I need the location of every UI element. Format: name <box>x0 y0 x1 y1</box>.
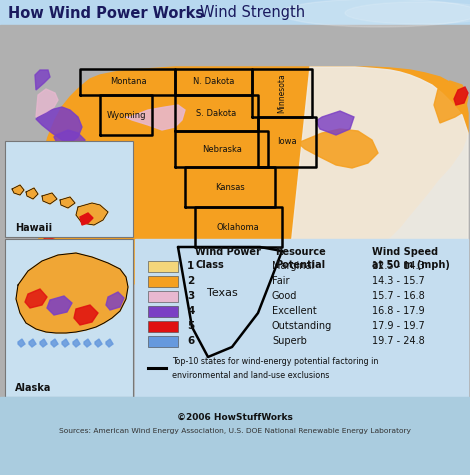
Polygon shape <box>74 305 98 325</box>
Bar <box>0 25 470 400</box>
Text: Good: Good <box>272 291 298 301</box>
Text: Minnesota: Minnesota <box>277 73 287 113</box>
Text: Fair: Fair <box>272 276 290 286</box>
Polygon shape <box>76 203 108 225</box>
Text: Resource
Potential: Resource Potential <box>275 247 326 270</box>
Polygon shape <box>84 339 91 347</box>
Polygon shape <box>68 153 90 171</box>
Text: 6: 6 <box>187 336 194 346</box>
Text: Wind Strength: Wind Strength <box>200 6 305 20</box>
Polygon shape <box>51 339 58 347</box>
Polygon shape <box>38 201 56 218</box>
Bar <box>135 239 468 397</box>
Text: 16.8 - 17.9: 16.8 - 17.9 <box>372 306 424 316</box>
Text: Superb: Superb <box>272 336 307 346</box>
Polygon shape <box>26 188 38 199</box>
Text: 12.5 - 14.3: 12.5 - 14.3 <box>372 261 425 271</box>
Text: ©2006 HowStuffWorks: ©2006 HowStuffWorks <box>177 412 293 421</box>
Polygon shape <box>454 87 468 105</box>
Bar <box>5 141 133 237</box>
Text: N. Dakota: N. Dakota <box>193 77 235 86</box>
Text: Hawaii: Hawaii <box>15 223 52 233</box>
Polygon shape <box>16 253 128 333</box>
Text: 19.7 - 24.8: 19.7 - 24.8 <box>372 336 425 346</box>
Text: 14.3 - 15.7: 14.3 - 15.7 <box>372 276 425 286</box>
Polygon shape <box>125 105 185 130</box>
Polygon shape <box>95 339 102 347</box>
Text: Wyoming: Wyoming <box>106 111 146 120</box>
Text: Montana: Montana <box>110 77 146 86</box>
Polygon shape <box>54 130 85 153</box>
Polygon shape <box>60 197 75 208</box>
Text: Wind Power
Class: Wind Power Class <box>195 247 261 270</box>
Bar <box>148 261 178 272</box>
Bar <box>5 239 133 397</box>
Polygon shape <box>40 339 47 347</box>
Polygon shape <box>94 155 116 173</box>
Polygon shape <box>106 339 113 347</box>
Polygon shape <box>106 292 124 310</box>
Bar <box>148 306 178 317</box>
Bar <box>148 291 178 302</box>
Polygon shape <box>25 289 47 308</box>
Text: 4: 4 <box>187 306 195 316</box>
Polygon shape <box>29 339 36 347</box>
Ellipse shape <box>345 2 470 24</box>
Text: Texas: Texas <box>207 288 237 298</box>
Text: environmental and land-use exclusions: environmental and land-use exclusions <box>172 370 329 380</box>
Text: 1: 1 <box>187 261 194 271</box>
Polygon shape <box>46 172 68 187</box>
Text: 15.7 - 16.8: 15.7 - 16.8 <box>372 291 425 301</box>
Polygon shape <box>12 185 24 195</box>
Polygon shape <box>42 193 57 204</box>
Text: Marginal: Marginal <box>272 261 314 271</box>
Polygon shape <box>18 339 25 347</box>
Polygon shape <box>84 167 115 189</box>
Text: Outstanding: Outstanding <box>272 321 332 331</box>
Polygon shape <box>288 67 468 275</box>
Polygon shape <box>73 339 80 347</box>
Polygon shape <box>56 191 78 207</box>
Ellipse shape <box>280 0 470 27</box>
Polygon shape <box>80 213 93 225</box>
Text: Oklahoma: Oklahoma <box>217 222 259 231</box>
Polygon shape <box>35 70 50 90</box>
Text: Sources: American Wind Energy Association, U.S. DOE National Renewable Energy La: Sources: American Wind Energy Associatio… <box>59 428 411 434</box>
Polygon shape <box>298 129 378 168</box>
Bar <box>148 276 178 287</box>
Polygon shape <box>434 81 468 123</box>
Text: S. Dakota: S. Dakota <box>196 108 236 117</box>
Text: 5: 5 <box>187 321 194 331</box>
Text: Alaska: Alaska <box>15 383 51 393</box>
Polygon shape <box>35 67 468 355</box>
Text: Nebraska: Nebraska <box>202 144 242 153</box>
Text: 3: 3 <box>187 291 194 301</box>
Text: Kansas: Kansas <box>215 182 245 191</box>
Text: How Wind Power Works: How Wind Power Works <box>8 6 204 20</box>
Text: 17.9 - 19.7: 17.9 - 19.7 <box>372 321 425 331</box>
Text: 2: 2 <box>187 276 194 286</box>
Polygon shape <box>316 111 354 135</box>
Polygon shape <box>208 250 248 269</box>
Text: Excellent: Excellent <box>272 306 317 316</box>
Polygon shape <box>36 89 58 117</box>
Bar <box>148 336 178 347</box>
Bar <box>0 0 470 25</box>
Polygon shape <box>42 225 60 241</box>
Polygon shape <box>47 296 72 315</box>
Text: Wind Speed
at 50 m (mph): Wind Speed at 50 m (mph) <box>372 247 450 270</box>
Bar <box>148 321 178 332</box>
Polygon shape <box>36 107 82 143</box>
Bar <box>0 397 470 475</box>
Text: Top-10 states for wind-energy potential factoring in: Top-10 states for wind-energy potential … <box>172 358 378 367</box>
Text: Iowa: Iowa <box>277 137 297 146</box>
Polygon shape <box>62 339 69 347</box>
